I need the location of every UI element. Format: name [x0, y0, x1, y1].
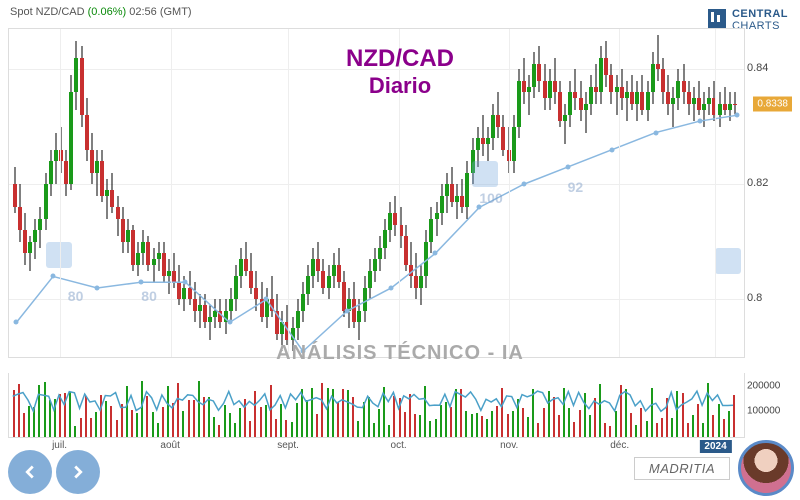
indicator-point — [95, 285, 100, 290]
indicator-point — [609, 147, 614, 152]
indicator-label: 80 — [141, 288, 157, 304]
chart-tool-icon[interactable] — [46, 242, 72, 268]
indicator-point — [139, 280, 144, 285]
volume-axis: 200000 100000 — [747, 373, 792, 438]
pair-name: NZD/CAD — [346, 45, 454, 73]
indicator-point — [565, 165, 570, 170]
indicator-label: 92 — [568, 179, 584, 195]
y-tick-label: 0.82 — [747, 177, 768, 189]
indicator-point — [14, 320, 19, 325]
header-info: Spot NZD/CAD (0.06%) 02:56 (GMT) — [10, 6, 192, 18]
indicator-point — [183, 280, 188, 285]
indicator-point — [734, 113, 739, 118]
indicator-label: 80 — [68, 288, 84, 304]
prev-button[interactable] — [8, 450, 52, 494]
y-tick-label: 0.8 — [747, 292, 762, 304]
price-change-pct: (0.06%) — [88, 6, 127, 18]
volume-tick-label: 200000 — [747, 380, 780, 391]
x-tick-label: nov. — [500, 440, 518, 451]
x-tick-label: déc. — [610, 440, 629, 451]
x-tick-label: sept. — [277, 440, 299, 451]
period-label: Diario — [346, 73, 454, 99]
time-axis: juil.aoûtsept.oct.nov.déc.2024 — [8, 440, 745, 456]
chart-title: NZD/CAD Diario — [346, 45, 454, 99]
indicator-point — [51, 274, 56, 279]
price-axis: 0.84 0.82 0.8 — [747, 28, 792, 358]
indicator-point — [345, 308, 350, 313]
indicator-point — [653, 130, 658, 135]
author-badge[interactable]: MADRITIA — [634, 457, 730, 480]
timestamp: 02:56 (GMT) — [129, 6, 191, 18]
chart-tool-icon[interactable] — [472, 161, 498, 187]
volume-tick-label: 100000 — [747, 406, 780, 417]
logo-line1: CENTRAL — [732, 8, 788, 20]
nav-controls — [8, 450, 100, 494]
indicator-point — [697, 119, 702, 124]
x-tick-label: oct. — [391, 440, 407, 451]
indicator-label: 100 — [479, 190, 502, 206]
indicator-point — [227, 320, 232, 325]
y-tick-label: 0.84 — [747, 62, 768, 74]
indicator-point — [264, 297, 269, 302]
next-button[interactable] — [56, 450, 100, 494]
analysis-watermark: ANÁLISIS TÉCNICO - IA — [276, 342, 524, 365]
chart-tool-icon[interactable] — [715, 248, 741, 274]
current-price-tag: 0.8338 — [753, 96, 792, 111]
volume-chart[interactable] — [8, 373, 745, 438]
instrument-label: Spot NZD/CAD — [10, 6, 85, 18]
x-tick-label: août — [160, 440, 179, 451]
indicator-point — [389, 285, 394, 290]
user-avatar[interactable] — [738, 440, 794, 496]
indicator-point — [521, 182, 526, 187]
indicator-point — [433, 251, 438, 256]
x-tick-label: 2024 — [699, 440, 731, 453]
